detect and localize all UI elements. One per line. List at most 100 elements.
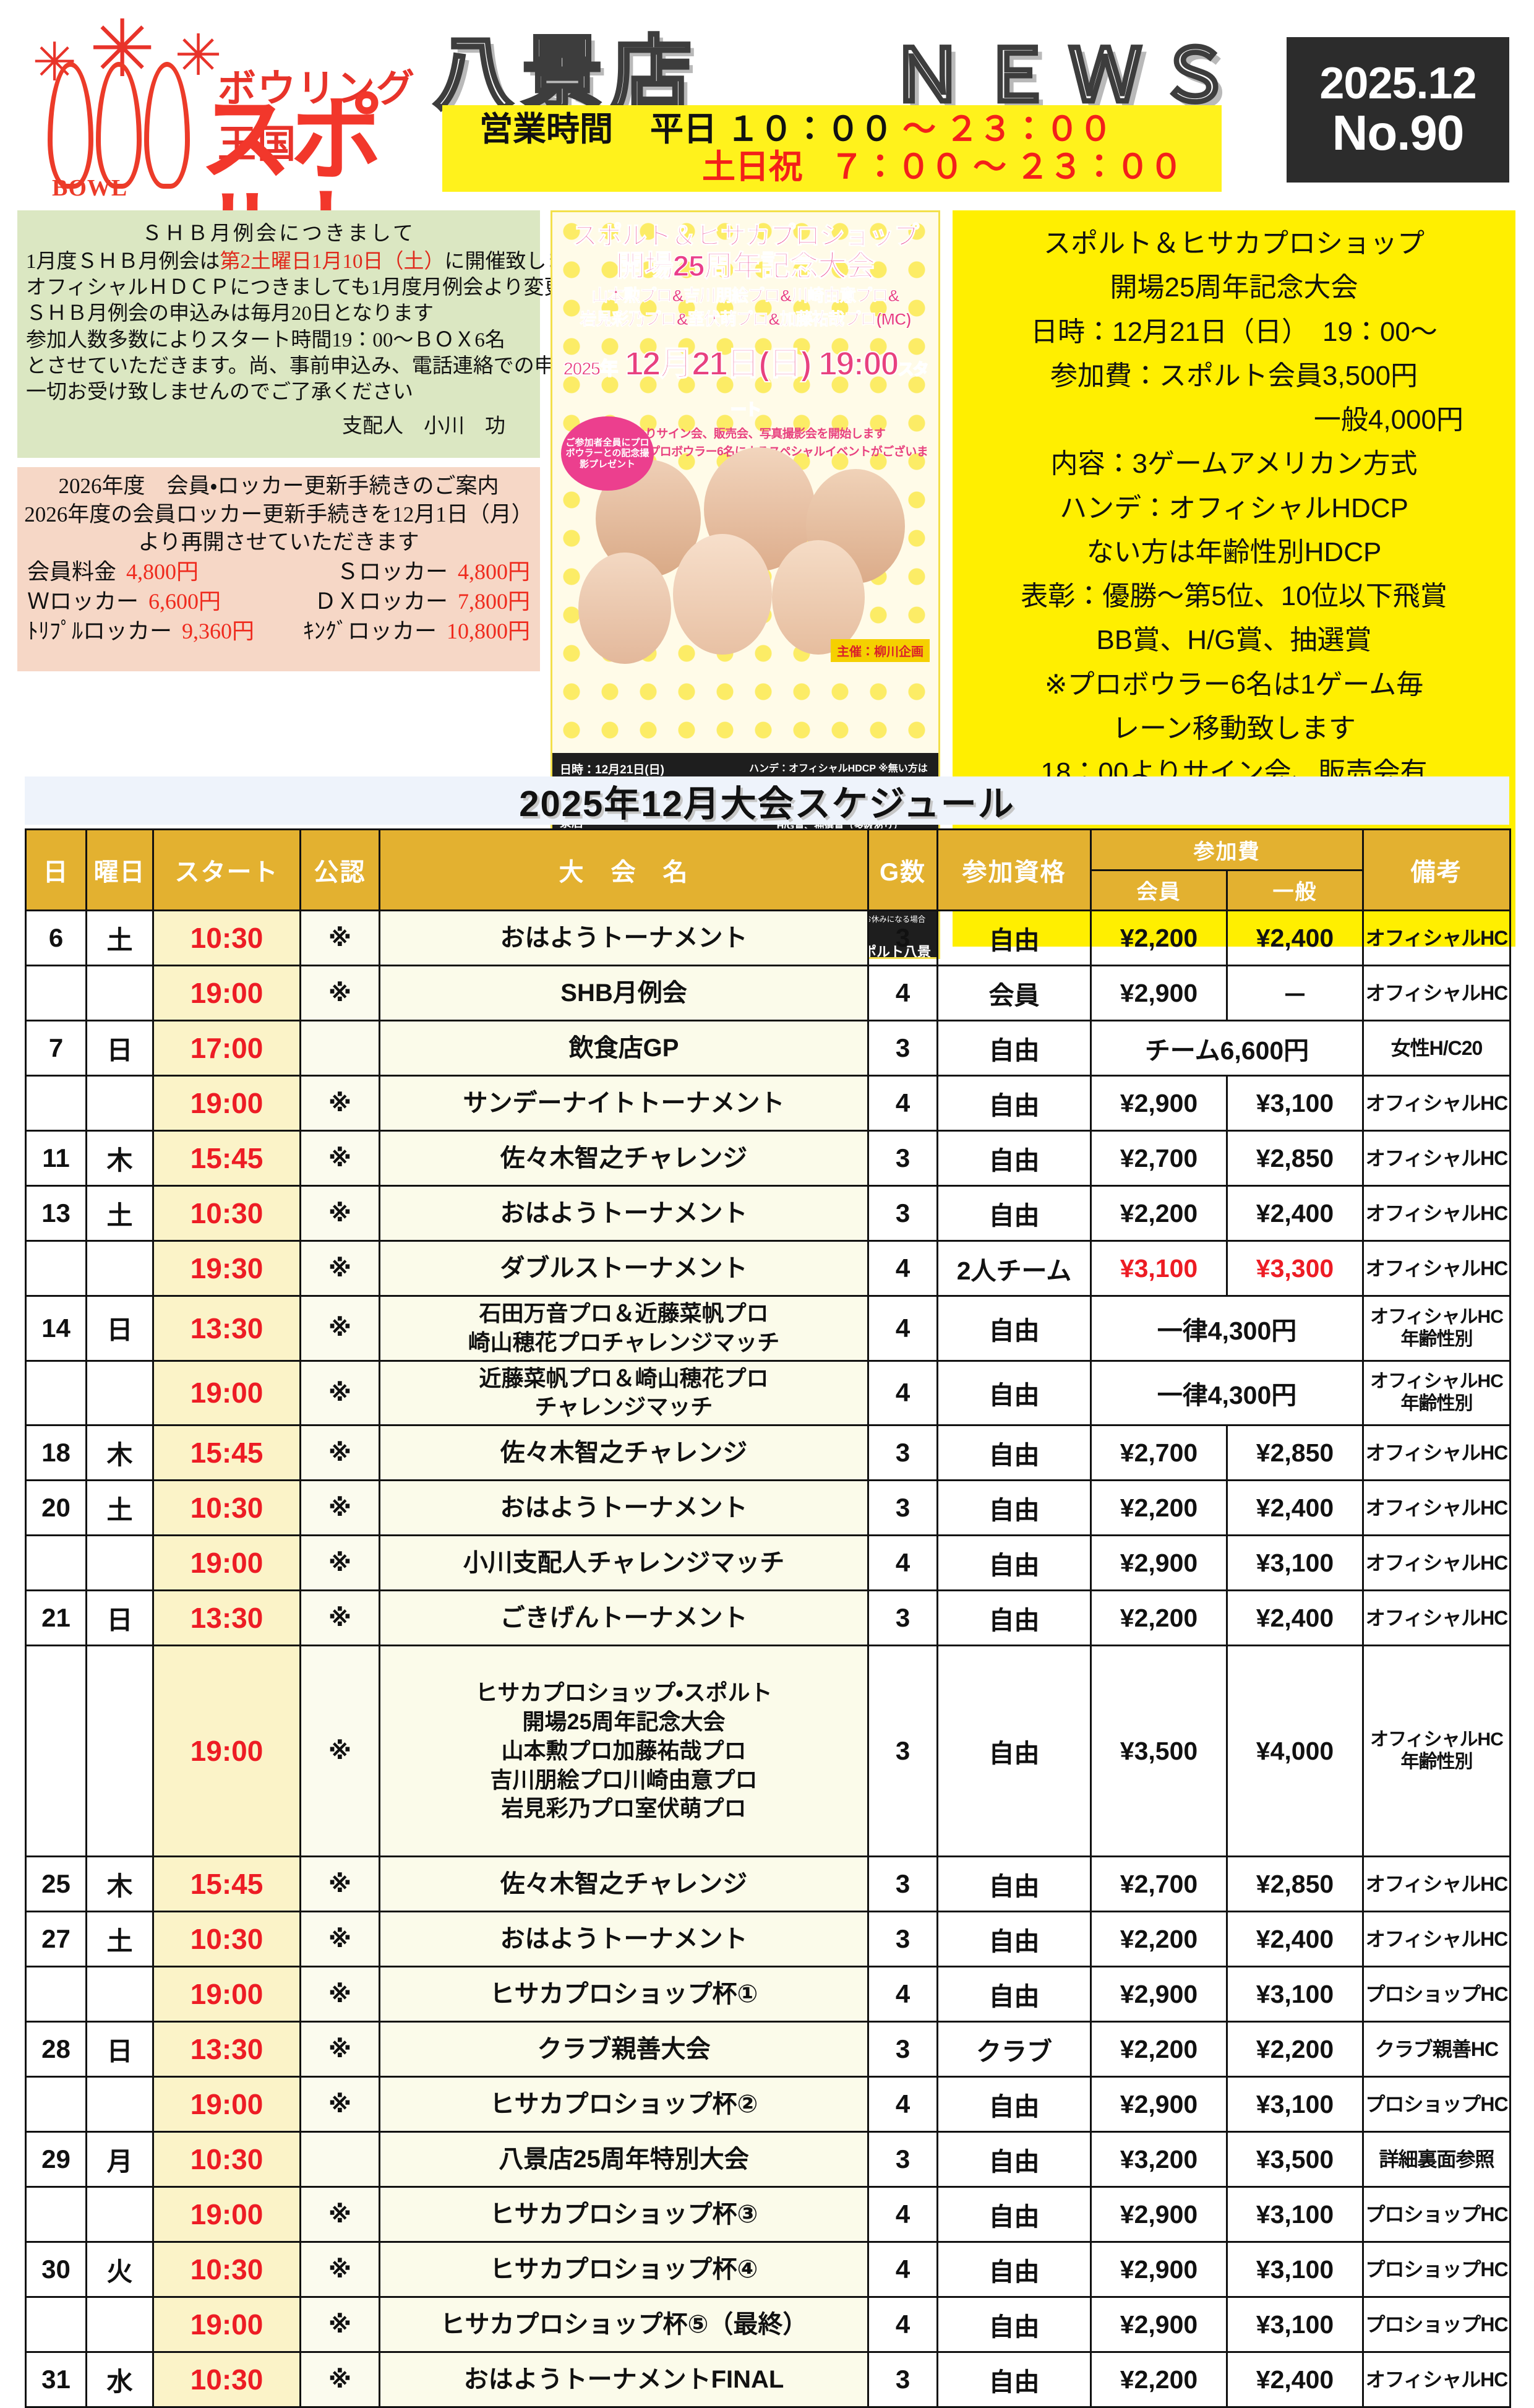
cell-note: オフィシャルHC: [1362, 965, 1511, 1021]
cell-fee-general: ¥2,400: [1226, 1589, 1364, 1647]
table-row: 25 木 15:45 ※ 佐々木智之チャレンジ 3 自由 ¥2,700 ¥2,850 オフィシャル…: [25, 1855, 1511, 1913]
cell-certified: ※: [299, 2241, 380, 2298]
table-row: 14 日 13:30 ※ 石田万音プロ＆近藤菜帆プロ 崎山穂花プロチャレンジマッチ 4 自由一…: [25, 1295, 1511, 1362]
cell-weekday: 日: [85, 2021, 154, 2078]
cell-day: 30: [25, 2241, 87, 2298]
issue-date: 2025.12: [1319, 58, 1476, 108]
cell-fee-general: ¥3,100: [1226, 1534, 1364, 1592]
cell-fee-member: ¥2,200: [1090, 909, 1228, 966]
poster-title-2: 開場25周年記念大会: [615, 249, 876, 283]
cell-note: オフィシャルHC 年齢性別: [1362, 1359, 1511, 1427]
anniversary-info-line: 開場25周年記念大会: [1110, 272, 1358, 303]
table-row: 31 水 10:30 ※ おはようトーナメントFINAL 3 自由 ¥2,200 ¥2,400 オ…: [25, 2351, 1511, 2408]
locker-fee-row: 会員料金 4,800円 Ｓロッカー 4,800円: [24, 557, 534, 587]
cell-fee-member: ¥2,700: [1090, 1855, 1228, 1913]
cell-tournament-name: おはようトーナメント: [379, 909, 869, 966]
table-row: 19:00 ※ ヒサカプロショップ杯⑤（最終） 4 自由 ¥2,900 ¥3,100 プロショ…: [25, 2296, 1511, 2354]
cell-eligibility: 自由: [936, 909, 1092, 966]
cell-games: 4: [867, 1534, 938, 1592]
cell-fee-general: ¥3,100: [1226, 1966, 1364, 2023]
col-header-note: 備考: [1362, 828, 1511, 911]
cell-eligibility: 自由: [936, 1855, 1092, 1913]
cell-certified: ※: [299, 2186, 380, 2243]
locker-fee-amount: 7,800円: [457, 588, 530, 614]
cell-fee-general: ¥2,400: [1226, 909, 1364, 966]
cell-weekday: 木: [85, 1130, 154, 1187]
shb-notice-line6: 一切お受け致しませんのでご了承ください: [26, 381, 414, 404]
cell-tournament-name: おはようトーナメント: [379, 1911, 869, 1968]
cell-tournament-name: ヒサカプロショップ杯③: [379, 2186, 869, 2243]
col-header-fee-member: 会員: [1090, 869, 1228, 911]
table-row: 11 木 15:45 ※ 佐々木智之チャレンジ 3 自由 ¥2,700 ¥2,850 オフィシャル…: [25, 1130, 1511, 1187]
cell-tournament-name: おはようトーナメント: [379, 1479, 869, 1537]
cell-note: オフィシャルHC: [1362, 1185, 1511, 1242]
shb-notice-line3: ＳＨＢ月例会の申込みは毎月20日となります: [26, 303, 434, 325]
cell-fee-member: ¥2,200: [1090, 1185, 1228, 1242]
anniversary-info-line: ※プロボウラー6名は1ゲーム毎: [1044, 669, 1424, 700]
cell-eligibility: 自由: [936, 2131, 1092, 2188]
cell-weekday: [85, 1240, 154, 1297]
cell-fee-general: ¥3,100: [1226, 2076, 1364, 2133]
cell-day: 27: [25, 1911, 87, 1968]
issue-number: No.90: [1332, 105, 1465, 161]
hours-weekday-label: 平日: [650, 111, 718, 148]
cell-note: 詳細裏面参照: [1362, 2131, 1511, 2188]
business-hours-box: 営業時間 平日 １０：００ ～ ２３：００ 土日祝 ７：００ ～ ２３：００: [442, 105, 1222, 192]
cell-weekday: 土: [85, 1185, 154, 1242]
cell-tournament-name: 佐々木智之チャレンジ: [379, 1130, 869, 1187]
cell-games: 3: [867, 1020, 938, 1077]
cell-note: プロショップHC: [1362, 2296, 1511, 2354]
cell-eligibility: 自由: [936, 2186, 1092, 2243]
anniversary-info-line: ない方は年齢性別HDCP: [1086, 536, 1382, 567]
cell-day: 18: [25, 1424, 87, 1482]
schedule-title-bar: 2025年12月大会スケジュール: [25, 776, 1509, 825]
col-header-fee-group: 参加費: [1090, 828, 1364, 871]
table-row: 19:00 ※ 近藤菜帆プロ＆崎山穂花プロ チャレンジマッチ 4 自由 一律4,300円 オフ…: [25, 1359, 1511, 1427]
cell-games: 4: [867, 2296, 938, 2354]
cell-weekday: [85, 2296, 154, 2354]
cell-games: 3: [867, 2021, 938, 2078]
col-header-games: G数: [867, 828, 938, 911]
table-row: 19:00 ※ ヒサカプロショップ杯③ 4 自由 ¥2,900 ¥3,100 プロショップHC: [25, 2186, 1511, 2243]
cell-note: オフィシャルHC: [1362, 1240, 1511, 1297]
bowling-pins-icon: [48, 62, 233, 195]
schedule-table-head: 日 曜日 スタート 公認 大 会 名 G数 参加資格 参加費 備考 会員 一般: [25, 828, 1511, 911]
cell-certified: ※: [299, 1589, 380, 1647]
shb-notice-line2: オフィシャルＨＤＣＰにつきましても1月度月例会より変更となります: [26, 277, 666, 299]
cell-note: プロショップHC: [1362, 2186, 1511, 2243]
table-row: 19:00 ※ ヒサカプロショップ・スポルト 開場25周年記念大会 山本勲プロ加藤祐哉プ…: [25, 1645, 1511, 1858]
cell-eligibility: 自由: [936, 1589, 1092, 1647]
cell-note: オフィシャルHC: [1362, 1479, 1511, 1537]
table-row: 18 木 15:45 ※ 佐々木智之チャレンジ 3 自由 ¥2,700 ¥2,850 オフィシャル…: [25, 1424, 1511, 1482]
cell-fee-general: ¥3,100: [1226, 2296, 1364, 2354]
cell-games: 3: [867, 1424, 938, 1482]
cell-note: プロショップHC: [1362, 2241, 1511, 2298]
cell-note: クラブ親善HC: [1362, 2021, 1511, 2078]
cell-day: 31: [25, 2351, 87, 2408]
cell-weekday: 水: [85, 2351, 154, 2408]
cell-day: [25, 965, 87, 1021]
cell-start-time: 19:00: [152, 2076, 301, 2133]
cell-certified: ※: [299, 1534, 380, 1592]
cell-start-time: 13:30: [152, 2021, 301, 2078]
hours-weekend-label: 土日祝: [702, 148, 802, 186]
cell-start-time: 19:00: [152, 1534, 301, 1592]
col-header-start: スタート: [152, 828, 301, 911]
cell-certified: ※: [299, 1645, 380, 1858]
anniversary-info-line: 表彰：優勝～第5位、10位以下飛賞: [1021, 581, 1447, 612]
cell-start-time: 13:30: [152, 1295, 301, 1362]
cell-certified: [299, 1020, 380, 1077]
cell-games: 3: [867, 1855, 938, 1913]
brand-kingdom-label: ボウリング王国: [218, 67, 416, 166]
cell-day: 13: [25, 1185, 87, 1242]
cell-tournament-name: 佐々木智之チャレンジ: [379, 1424, 869, 1482]
cell-day: [25, 1240, 87, 1297]
page-header: ✳ ✳ ✳ BOWL ボウリング王国 スポルト 八景店 ＮＥＷＳ 営業時間 平日…: [0, 0, 1534, 278]
cell-day: [25, 1075, 87, 1132]
cell-weekday: [85, 965, 154, 1021]
cell-certified: ※: [299, 2021, 380, 2078]
anniversary-info-line: BB賞、H/G賞、抽選賞: [1096, 625, 1372, 656]
cell-certified: ※: [299, 1966, 380, 2023]
cell-games: 3: [867, 1479, 938, 1537]
